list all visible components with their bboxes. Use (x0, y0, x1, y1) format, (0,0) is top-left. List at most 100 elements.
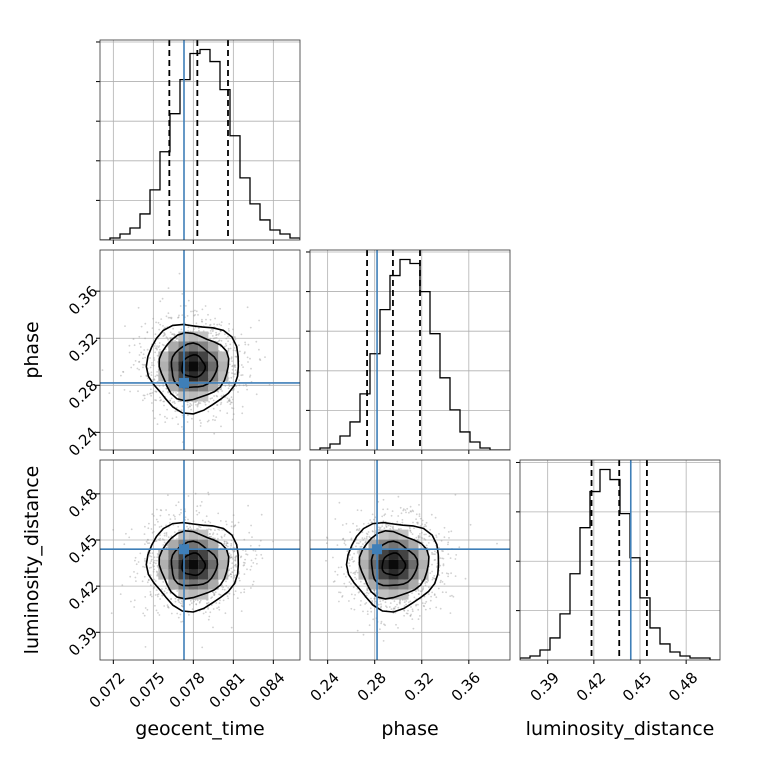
sample-point (163, 605, 166, 607)
sample-point (180, 600, 183, 602)
sample-point (189, 405, 192, 408)
sample-point (464, 577, 467, 580)
sample-point (228, 569, 230, 572)
sample-point (381, 525, 384, 527)
sample-point (442, 550, 444, 553)
sample-point (333, 580, 336, 583)
sample-point (155, 609, 158, 612)
sample-point (420, 579, 423, 582)
sample-point (201, 646, 204, 649)
density-cell (188, 341, 199, 352)
sample-point (249, 544, 252, 547)
sample-point (154, 333, 157, 336)
sample-point (425, 521, 428, 524)
sample-point (343, 582, 346, 585)
sample-point (201, 320, 203, 323)
sample-point (179, 305, 182, 307)
sample-point (144, 607, 147, 609)
sample-point (356, 528, 359, 531)
sample-point (432, 576, 434, 579)
sample-point (154, 559, 156, 562)
sample-point (165, 587, 167, 590)
sample-point (156, 593, 159, 596)
sample-point (140, 351, 143, 354)
sample-point (212, 533, 214, 536)
sample-point (181, 405, 184, 408)
x-tick-label-luminosity_distance: 0.39 (527, 669, 563, 705)
sample-point (147, 542, 149, 545)
density-cell (408, 539, 419, 550)
sample-point (353, 608, 356, 611)
sample-point (235, 555, 238, 558)
sample-point (430, 513, 433, 516)
density-cell (198, 361, 209, 372)
sample-point (211, 330, 214, 333)
sample-point (240, 364, 243, 366)
sample-point (258, 358, 261, 361)
sample-point (233, 525, 235, 528)
sample-point (424, 584, 427, 587)
sample-point (352, 522, 354, 525)
sample-point (398, 601, 401, 604)
sample-point (151, 513, 154, 516)
density-cell (358, 559, 369, 570)
sample-point (405, 612, 408, 615)
sample-point (167, 391, 170, 394)
sample-point (163, 344, 165, 347)
panel-frame (99, 249, 301, 451)
density-cell (218, 351, 229, 362)
sample-point (188, 603, 191, 606)
sample-point (199, 504, 202, 507)
sample-point (232, 372, 235, 375)
sample-point (435, 606, 438, 609)
sample-point (150, 371, 153, 374)
sample-point (230, 384, 233, 387)
sample-point (160, 318, 163, 320)
sample-point (144, 356, 147, 359)
density-cell (208, 341, 219, 352)
sample-point (162, 335, 165, 337)
sample-point (152, 587, 155, 590)
sample-point (226, 412, 229, 415)
density-cell (388, 549, 399, 560)
sample-point (163, 539, 166, 541)
sample-point (334, 570, 337, 573)
density-cell (218, 549, 229, 560)
sample-point (143, 364, 145, 366)
sample-point (452, 595, 455, 598)
sample-point (401, 521, 404, 524)
sample-point (149, 593, 152, 596)
sample-point (359, 604, 362, 606)
sample-point (146, 348, 149, 351)
sample-point (178, 601, 181, 604)
sample-point (443, 526, 446, 529)
sample-point (170, 316, 173, 319)
sample-point (212, 608, 215, 610)
sample-point (161, 343, 164, 346)
sample-point (224, 612, 227, 615)
sample-point (392, 607, 395, 610)
sample-point (152, 561, 155, 564)
sample-point (154, 342, 157, 345)
sample-point (400, 528, 402, 530)
sample-point (162, 400, 165, 403)
sample-point (138, 360, 141, 363)
sample-point (108, 392, 111, 394)
sample-point (232, 514, 235, 517)
density-cell (188, 331, 199, 342)
sample-point (421, 541, 424, 544)
sample-point (383, 623, 385, 626)
sample-point (130, 366, 133, 369)
sample-point (155, 518, 158, 521)
sample-point (142, 357, 144, 360)
sample-point (431, 563, 433, 566)
sample-point (181, 601, 184, 603)
sample-point (410, 510, 412, 513)
sample-point (225, 540, 228, 543)
sample-point (201, 318, 203, 321)
density-cell (188, 589, 199, 600)
sample-point (167, 606, 170, 609)
sample-point (166, 337, 169, 340)
sample-point (355, 545, 357, 548)
sample-point (201, 519, 204, 522)
